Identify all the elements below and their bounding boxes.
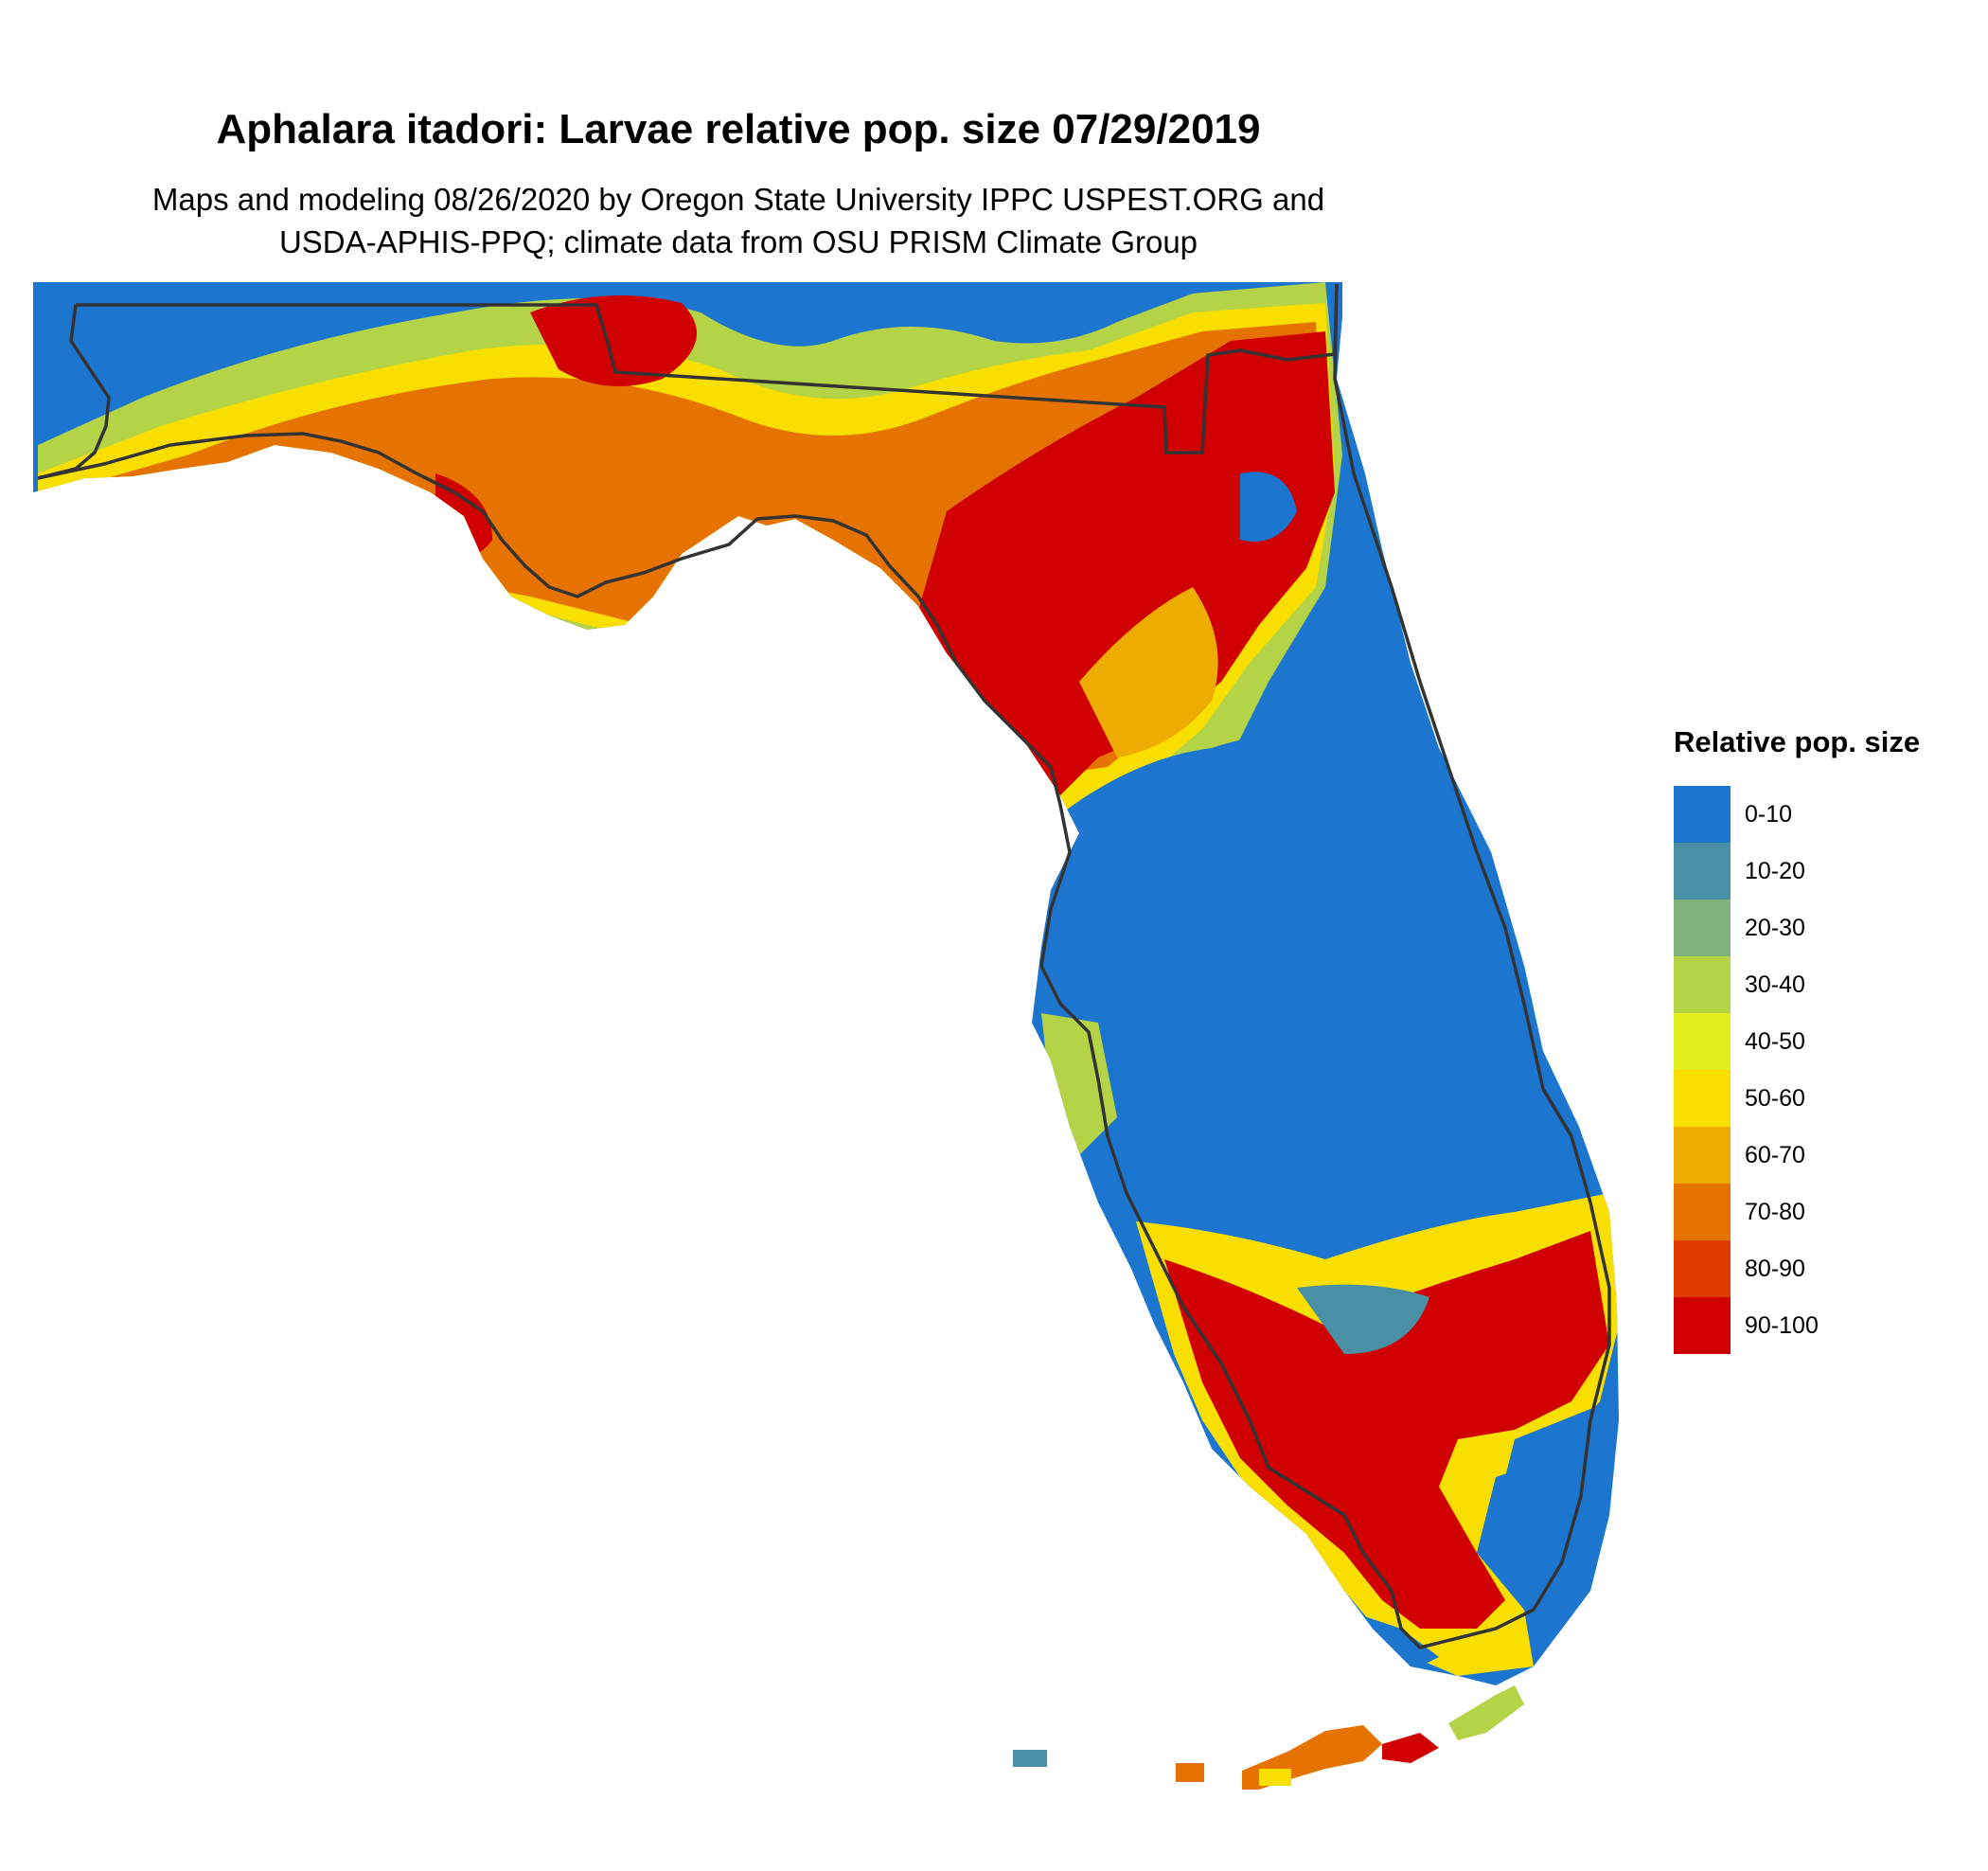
coastline (37, 283, 1611, 1649)
key-island-6 (1448, 1685, 1524, 1740)
alabama-border-line (37, 304, 111, 480)
legend-swatch (1674, 956, 1731, 1013)
legend-swatch (1674, 1013, 1731, 1070)
subtitle-line-2: USDA-APHIS-PPQ; climate data from OSU PR… (278, 224, 1198, 259)
zone-10-20-south (1297, 1284, 1429, 1354)
map-title: Aphalara itadori: Larvae relative pop. s… (216, 106, 1261, 152)
legend-swatch (1674, 1070, 1731, 1127)
zone-60-70-central (1079, 587, 1218, 757)
legend-item: 80-90 (1674, 1240, 1920, 1297)
legend-items: 0-10 10-20 20-30 30-40 40-50 50-60 60-70 70-80 8… (1674, 786, 1920, 1354)
legend: Relative pop. size 0-10 10-20 20-30 30-40 40… (1674, 725, 1920, 1354)
legend-swatch (1674, 900, 1731, 956)
legend-label: 0-10 (1745, 800, 1793, 828)
legend-label: 10-20 (1745, 857, 1805, 884)
legend-swatch (1674, 1297, 1731, 1354)
legend-label: 50-60 (1745, 1084, 1805, 1112)
legend-label: 20-30 (1745, 914, 1805, 941)
subtitle-line-1: Maps and modeling 08/26/2020 by Oregon S… (151, 182, 1325, 217)
legend-item: 30-40 (1674, 956, 1920, 1013)
legend-title: Relative pop. size (1674, 725, 1921, 758)
zone-30-40-west (1041, 1013, 1117, 1155)
legend-item: 70-80 (1674, 1184, 1920, 1240)
legend-label: 80-90 (1745, 1255, 1805, 1282)
legend-item: 0-10 (1674, 786, 1920, 843)
key-island-1 (1013, 1750, 1047, 1767)
legend-item: 90-100 (1674, 1297, 1920, 1354)
legend-swatch (1674, 1240, 1731, 1297)
key-island-4 (1259, 1769, 1291, 1786)
legend-label: 30-40 (1745, 971, 1805, 998)
legend-swatch (1674, 1184, 1731, 1240)
legend-item: 50-60 (1674, 1070, 1920, 1127)
legend-item: 20-30 (1674, 900, 1920, 956)
legend-item: 40-50 (1674, 1013, 1920, 1070)
zone-0-10-lake (1240, 472, 1297, 542)
legend-label: 60-70 (1745, 1141, 1805, 1168)
legend-item: 10-20 (1674, 843, 1920, 900)
legend-swatch (1674, 1127, 1731, 1184)
keys (1013, 1685, 1524, 1790)
state-border-line (76, 283, 1339, 454)
zone-0-10-central (1051, 729, 1534, 1231)
key-island-2 (1176, 1763, 1204, 1782)
zone-90-100-nw (530, 295, 697, 386)
zone-0-10-southeast (1496, 1401, 1619, 1638)
legend-item: 60-70 (1674, 1127, 1920, 1184)
legend-swatch (1674, 843, 1731, 900)
map-subtitle: Maps and modeling 08/26/2020 by Oregon S… (0, 178, 1477, 263)
legend-swatch (1674, 786, 1731, 843)
state-outlines (37, 283, 1611, 1649)
zone-90-100-south (1164, 1231, 1609, 1629)
zone-90-100-north (909, 331, 1335, 833)
key-island-5 (1382, 1733, 1439, 1763)
legend-label: 40-50 (1745, 1027, 1805, 1055)
legend-label: 70-80 (1745, 1198, 1805, 1225)
legend-label: 90-100 (1745, 1311, 1819, 1339)
